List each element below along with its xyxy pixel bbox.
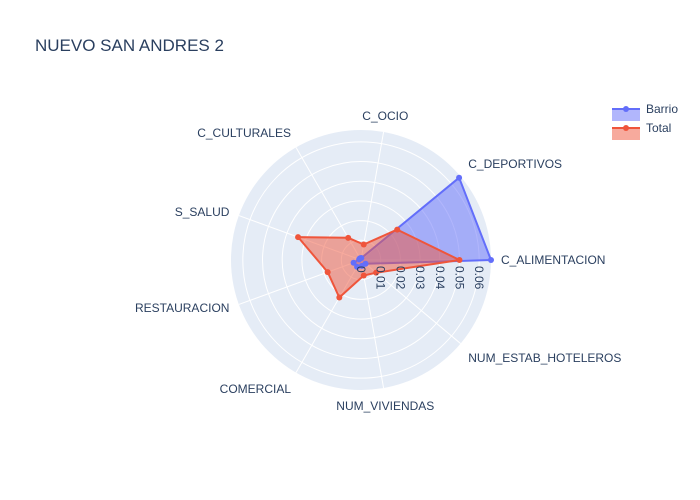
axis-label-comercial: COMERCIAL	[220, 382, 292, 396]
point-total-c-alimentacion	[456, 257, 463, 263]
point-total-c-culturales	[345, 234, 352, 241]
point-total-num-estab-hoteleros	[373, 269, 380, 276]
point-barrio-c-deportivos	[456, 174, 463, 181]
point-barrio-num-estab-hoteleros	[362, 260, 369, 267]
point-total-c-ocio	[360, 241, 367, 248]
radial-tick-label: 0.01	[374, 266, 388, 290]
point-total-restauracion	[324, 269, 331, 276]
legend-label-total: Total	[646, 121, 671, 135]
radial-tick-label: 0.03	[413, 266, 427, 290]
axis-label-s-salud: S_SALUD	[175, 205, 230, 219]
legend-label-barrio: Barrio	[646, 102, 678, 116]
axis-label-num-estab-hoteleros: NUM_ESTAB_HOTELEROS	[468, 351, 621, 365]
axis-label-c-ocio: C_OCIO	[362, 109, 408, 123]
radial-tick-label: 0.02	[393, 266, 407, 290]
legend: Barrio Total	[612, 102, 678, 140]
legend-marker-total	[623, 125, 629, 131]
series-area-total	[297, 228, 461, 299]
legend-swatch-barrio	[612, 109, 640, 121]
spoke-num_viviendas	[360, 259, 385, 389]
spoke-c_ocio	[360, 131, 385, 261]
radial-tick-label: 0	[354, 266, 368, 273]
radial-tick-label: 0.04	[433, 266, 447, 290]
axis-label-num-viviendas: NUM_VIVIENDAS	[336, 399, 434, 413]
point-barrio-restauracion	[350, 259, 357, 266]
polar-area: C_ALIMENTACION C_DEPORTIVOS C_OCIO C_CULTUR…	[135, 109, 621, 413]
point-barrio-c-alimentacion	[488, 257, 494, 263]
legend-marker-barrio	[623, 106, 629, 112]
axis-label-c-deportivos: C_DEPORTIVOS	[468, 157, 562, 171]
axis-label-c-alimentacion: C_ALIMENTACION	[501, 253, 605, 267]
point-total-num-viviendas	[360, 272, 367, 279]
radial-tick-label: 0.05	[452, 266, 466, 290]
point-barrio-s-salud	[356, 256, 363, 263]
chart-title: NUEVO SAN ANDRES 2	[35, 36, 224, 55]
point-total-comercial	[336, 294, 343, 301]
point-barrio-comercial	[354, 263, 361, 270]
point-total-s-salud	[295, 234, 302, 241]
axis-label-restauracion: RESTAURACION	[135, 301, 229, 315]
legend-swatch-total	[612, 128, 640, 140]
point-total-c-deportivos	[394, 226, 401, 233]
radial-tick-label: 0.06	[472, 266, 486, 290]
axis-label-c-culturales: C_CULTURALES	[197, 126, 291, 140]
